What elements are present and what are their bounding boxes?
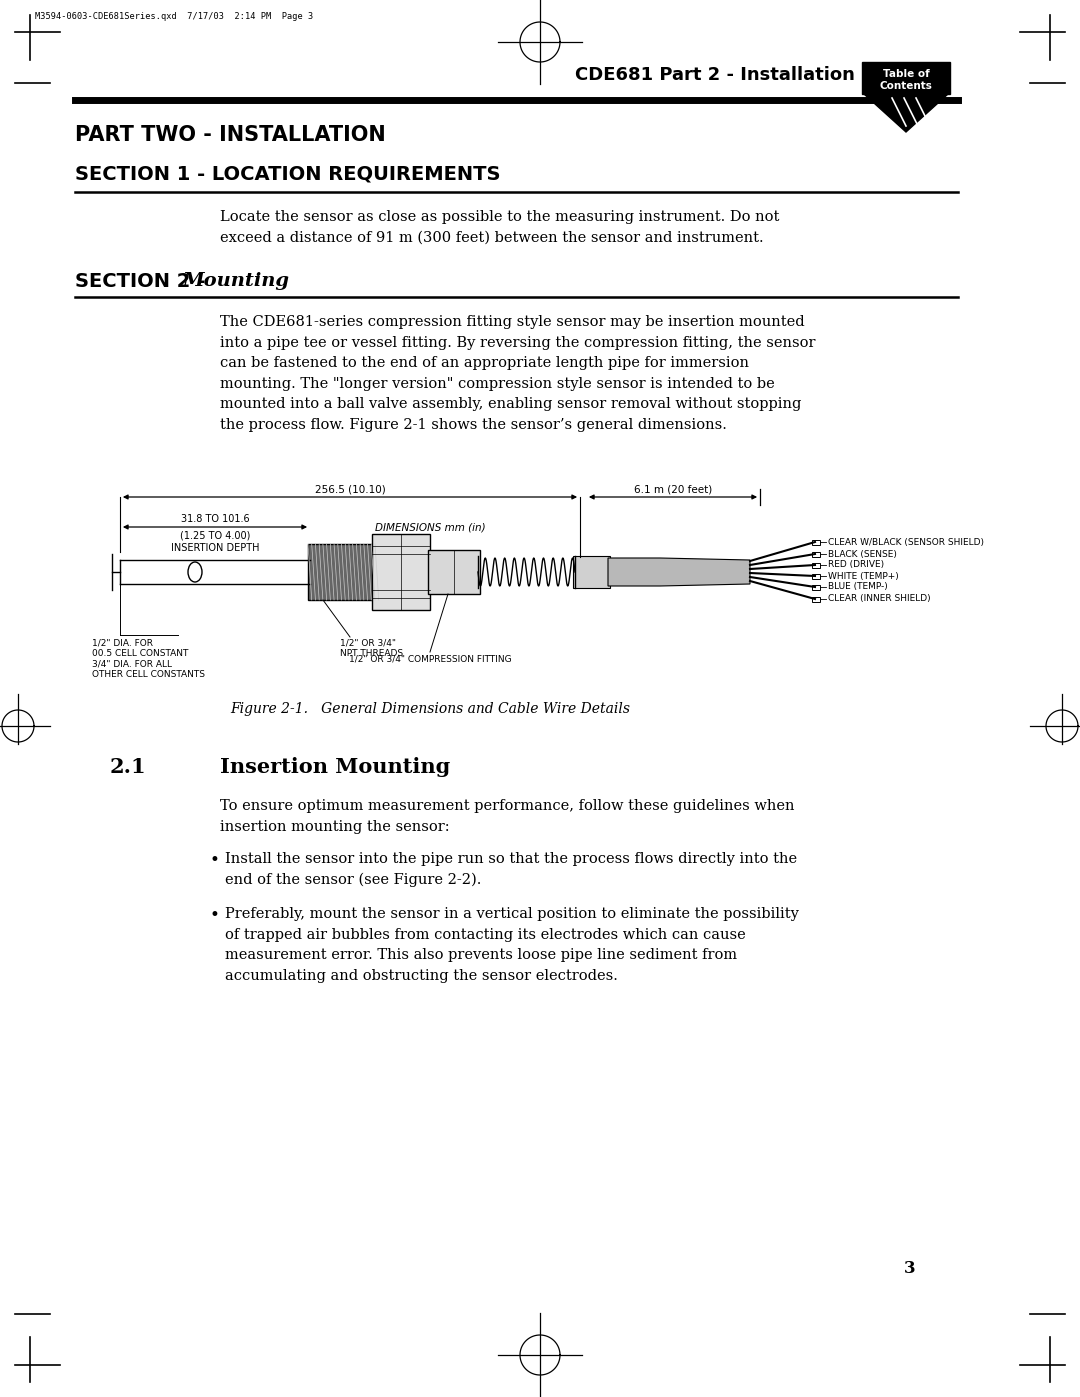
- Text: 1/2" OR 3/4"
NPT THREADS: 1/2" OR 3/4" NPT THREADS: [340, 638, 403, 658]
- Bar: [812, 539, 820, 545]
- Text: SECTION 2 -: SECTION 2 -: [75, 272, 212, 291]
- Text: CLEAR W/BLACK (SENSOR SHIELD): CLEAR W/BLACK (SENSOR SHIELD): [828, 538, 984, 546]
- Text: 6.1 m (20 feet): 6.1 m (20 feet): [634, 483, 712, 495]
- Text: 2.1: 2.1: [110, 757, 147, 777]
- Polygon shape: [608, 557, 750, 585]
- Text: PART TWO - INSTALLATION: PART TWO - INSTALLATION: [75, 124, 386, 145]
- Bar: [308, 543, 375, 599]
- Text: Install the sensor into the pipe run so that the process flows directly into the: Install the sensor into the pipe run so …: [225, 852, 797, 887]
- Text: Figure 2-1.   General Dimensions and Cable Wire Details: Figure 2-1. General Dimensions and Cable…: [230, 703, 630, 717]
- Text: 256.5 (10.10): 256.5 (10.10): [314, 483, 386, 495]
- Text: Contents: Contents: [879, 81, 932, 91]
- Bar: [862, 61, 950, 94]
- Text: WHITE (TEMP+): WHITE (TEMP+): [828, 571, 899, 581]
- Text: Insertion Mounting: Insertion Mounting: [220, 757, 450, 777]
- Text: CDE681 Part 2 - Installation: CDE681 Part 2 - Installation: [576, 66, 855, 84]
- Text: SECTION 1 - LOCATION REQUIREMENTS: SECTION 1 - LOCATION REQUIREMENTS: [75, 165, 500, 184]
- Text: Locate the sensor as close as possible to the measuring instrument. Do not
excee: Locate the sensor as close as possible t…: [220, 210, 780, 244]
- Bar: [428, 550, 480, 594]
- Text: M3594-0603-CDE681Series.qxd  7/17/03  2:14 PM  Page 3: M3594-0603-CDE681Series.qxd 7/17/03 2:14…: [35, 13, 313, 21]
- Text: 3: 3: [904, 1260, 916, 1277]
- Text: Mounting: Mounting: [183, 272, 291, 291]
- Text: •: •: [210, 852, 220, 869]
- Text: Table of: Table of: [882, 68, 930, 80]
- Text: RED (DRIVE): RED (DRIVE): [828, 560, 885, 570]
- Text: 31.8 TO 101.6: 31.8 TO 101.6: [180, 514, 249, 524]
- Polygon shape: [864, 94, 948, 131]
- Text: 1/2" OR 3/4" COMPRESSION FITTING: 1/2" OR 3/4" COMPRESSION FITTING: [349, 654, 511, 664]
- Text: (1.25 TO 4.00): (1.25 TO 4.00): [179, 529, 251, 541]
- Text: 1/2" DIA. FOR
00.5 CELL CONSTANT
3/4" DIA. FOR ALL
OTHER CELL CONSTANTS: 1/2" DIA. FOR 00.5 CELL CONSTANT 3/4" DI…: [92, 638, 204, 679]
- Bar: [812, 597, 820, 602]
- Text: BLACK (SENSE): BLACK (SENSE): [828, 549, 896, 559]
- Ellipse shape: [188, 562, 202, 583]
- Text: BLUE (TEMP-): BLUE (TEMP-): [828, 583, 888, 591]
- Text: DIMENSIONS mm (in): DIMENSIONS mm (in): [375, 522, 485, 532]
- Text: INSERTION DEPTH: INSERTION DEPTH: [171, 543, 259, 553]
- Text: •: •: [210, 907, 220, 923]
- Bar: [812, 574, 820, 578]
- Text: CLEAR (INNER SHIELD): CLEAR (INNER SHIELD): [828, 595, 931, 604]
- Text: Preferably, mount the sensor in a vertical position to eliminate the possibility: Preferably, mount the sensor in a vertic…: [225, 907, 799, 983]
- Bar: [372, 534, 430, 610]
- Bar: [812, 552, 820, 556]
- Bar: [573, 556, 610, 588]
- Bar: [812, 563, 820, 567]
- Text: The CDE681-series compression fitting style sensor may be insertion mounted
into: The CDE681-series compression fitting st…: [220, 314, 815, 432]
- Bar: [812, 584, 820, 590]
- Text: To ensure optimum measurement performance, follow these guidelines when
insertio: To ensure optimum measurement performanc…: [220, 799, 795, 834]
